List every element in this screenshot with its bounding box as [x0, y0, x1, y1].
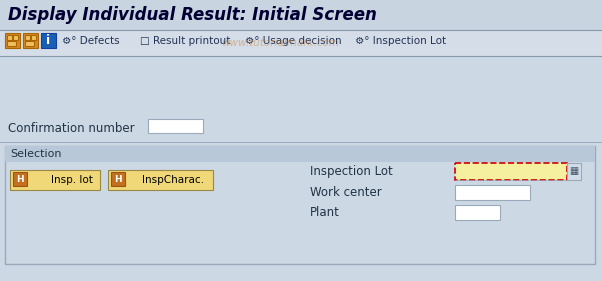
- Text: www.tutorialmark.com: www.tutorialmark.com: [221, 38, 339, 48]
- Text: ⚙° Defects: ⚙° Defects: [62, 36, 120, 46]
- Bar: [5, 146, 595, 264]
- Bar: [7, 41, 16, 46]
- Text: ▦: ▦: [569, 166, 579, 176]
- Text: ⚙° Usage decision: ⚙° Usage decision: [245, 36, 341, 46]
- Bar: [13, 35, 18, 40]
- Bar: [148, 119, 203, 133]
- Text: Insp. lot: Insp. lot: [51, 175, 93, 185]
- Bar: [455, 185, 530, 200]
- Bar: [23, 33, 38, 48]
- Text: Confirmation number: Confirmation number: [8, 121, 135, 135]
- Bar: [41, 33, 56, 48]
- Text: □ Result printout: □ Result printout: [140, 36, 231, 46]
- Bar: [455, 163, 567, 180]
- Text: H: H: [114, 175, 122, 183]
- Text: Plant: Plant: [310, 207, 340, 219]
- Text: Display Individual Result: Initial Screen: Display Individual Result: Initial Scree…: [8, 6, 377, 24]
- Bar: [0, 30, 602, 56]
- Text: Selection: Selection: [10, 149, 61, 159]
- Bar: [108, 170, 213, 190]
- Text: ⚙° Inspection Lot: ⚙° Inspection Lot: [355, 36, 446, 46]
- Bar: [0, 56, 602, 281]
- Text: Inspection Lot: Inspection Lot: [310, 164, 393, 178]
- Bar: [7, 35, 12, 40]
- Bar: [5, 146, 595, 162]
- Bar: [25, 35, 30, 40]
- Bar: [0, 0, 602, 30]
- Bar: [111, 172, 125, 186]
- Bar: [31, 35, 36, 40]
- Bar: [10, 170, 100, 190]
- Bar: [13, 172, 27, 186]
- Bar: [455, 205, 500, 220]
- Text: Work center: Work center: [310, 187, 382, 200]
- Bar: [25, 41, 34, 46]
- Text: InspCharac.: InspCharac.: [142, 175, 204, 185]
- Text: H: H: [16, 175, 24, 183]
- Bar: [567, 163, 581, 180]
- Text: i: i: [46, 34, 51, 47]
- Bar: [5, 33, 20, 48]
